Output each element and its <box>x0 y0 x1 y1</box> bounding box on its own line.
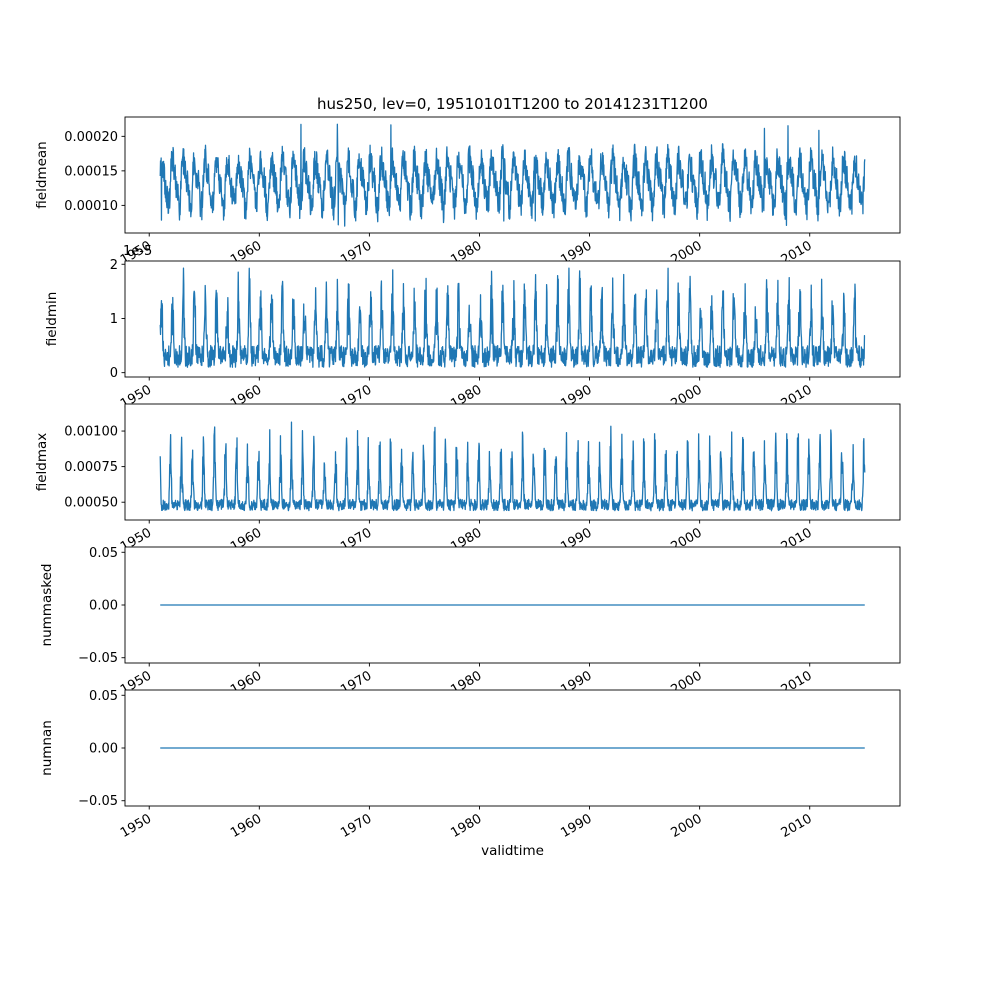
x-tick-label: 1960 <box>228 811 264 841</box>
x-axis-label: validtime <box>481 843 544 859</box>
x-tick-label: 1980 <box>448 811 484 841</box>
y-tick-label: 0.00 <box>89 742 118 757</box>
y-axis-title: nummasked <box>39 564 55 647</box>
axes-frame <box>124 116 901 234</box>
y-tick-label: 0.00 <box>89 599 118 614</box>
y-tick-label: 1 <box>110 312 118 327</box>
x-tick-label: 2000 <box>668 811 704 841</box>
axes-frame <box>124 260 901 378</box>
series-line <box>159 421 866 512</box>
subplot-numnan: −0.05 0.00 0.05 1950 1960 1970 1980 1990 2000 201… <box>39 689 901 841</box>
y-axis-title: fieldmax <box>34 433 50 492</box>
y-tick-label: 2 <box>110 258 118 273</box>
axes-frame <box>124 403 901 521</box>
series-line <box>159 267 866 368</box>
y-tick-label: −0.05 <box>78 794 118 809</box>
y-tick-label: 0.05 <box>89 546 118 561</box>
x-tick-label: 1970 <box>338 811 374 841</box>
y-axis-title: fieldmean <box>34 141 50 208</box>
y-tick-label: 0.00015 <box>64 164 118 179</box>
series-line <box>159 123 866 227</box>
y-tick-label: 0.05 <box>89 689 118 704</box>
y-tick-label: 0 <box>110 366 118 381</box>
y-axis-title: numnan <box>39 720 55 776</box>
y-tick-label: 0.00050 <box>64 496 118 511</box>
axis-offset-text: 1e-5 <box>123 244 152 259</box>
x-tick-label: 1990 <box>558 811 594 841</box>
y-axis-title: fieldmin <box>44 292 60 347</box>
y-tick-label: 0.00075 <box>64 460 118 475</box>
x-tick-label: 1950 <box>118 811 154 841</box>
figure-title: hus250, lev=0, 19510101T1200 to 20141231… <box>317 95 708 113</box>
y-tick-label: 0.00100 <box>64 425 118 440</box>
y-tick-label: −0.05 <box>78 651 118 666</box>
y-tick-label: 0.00010 <box>64 199 118 214</box>
y-tick-label: 0.00020 <box>64 130 118 145</box>
x-tick-label: 2010 <box>779 811 815 841</box>
